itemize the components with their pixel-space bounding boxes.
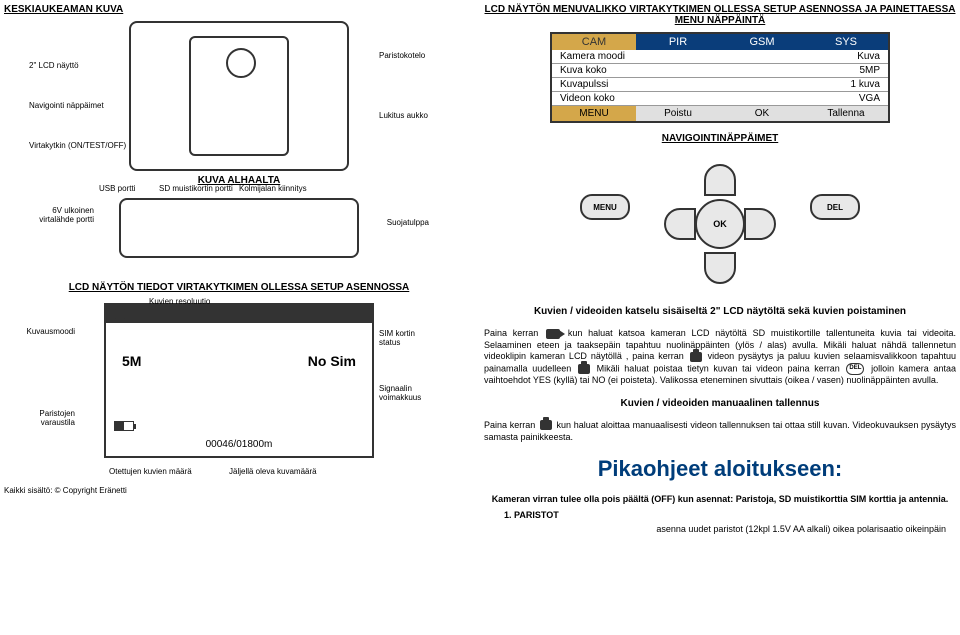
- label-remaining-count: Jäljellä oleva kuvamäärä: [229, 467, 317, 476]
- tab-gsm[interactable]: GSM: [720, 34, 804, 50]
- label-sd: SD muistikortin portti: [159, 184, 233, 193]
- heading-center-image: KESKIAUKEAMAN KUVA: [4, 4, 474, 15]
- label-battery-level: Paristojen varaustila: [19, 409, 75, 427]
- label-tripod: Kolmijalan kiinnitys: [239, 184, 307, 193]
- camera-icon: [690, 352, 702, 362]
- tab-cam[interactable]: CAM: [552, 34, 636, 50]
- lcd-info-diagram: 5M No Sim 00046/01800m Kuvausmoodi Kuvie…: [69, 299, 409, 462]
- play-icon: [546, 329, 560, 339]
- quickstart-warning: Kameran virran tulee olla pois päältä (O…: [484, 494, 956, 504]
- battery-icon: [114, 421, 134, 431]
- menu-row: Kuva koko5MP: [552, 64, 888, 78]
- heading-view-delete: Kuvien / videoiden katselu sisäiseltä 2"…: [484, 306, 956, 317]
- label-6v-port: 6V ulkoinen virtalähde portti: [39, 206, 94, 224]
- label-signal: Signaalin voimakkuus: [379, 384, 429, 402]
- step-1: 1. PARISTOT: [504, 510, 956, 520]
- info-resolution: 5M: [122, 353, 141, 369]
- menu-row: Videon kokoVGA: [552, 92, 888, 106]
- menu-row: Kuvapulssi1 kuva: [552, 78, 888, 92]
- label-cap: Suojatulppa: [387, 218, 429, 227]
- menu-footer-ok[interactable]: OK: [720, 106, 804, 121]
- ok-button[interactable]: OK: [695, 199, 745, 249]
- menu-footer-menu[interactable]: MENU: [552, 106, 636, 121]
- paragraph-view-delete: Paina kerran kun haluat katsoa kameran L…: [484, 328, 956, 387]
- label-power: Virtakytkin (ON/TEST/OFF): [29, 141, 126, 150]
- label-mode: Kuvausmoodi: [19, 327, 75, 336]
- arrow-down-button[interactable]: [704, 252, 736, 284]
- menu-screenshot: CAM PIR GSM SYS Kamera moodiKuva Kuva ko…: [550, 32, 890, 123]
- label-sim-status: SIM kortin status: [379, 329, 429, 347]
- camera-bottom-diagram: 6V ulkoinen virtalähde portti USB portti…: [89, 198, 389, 258]
- camera-icon: [540, 420, 552, 430]
- paragraph-manual-record: Paina kerran kun haluat aloittaa manuaal…: [484, 420, 956, 443]
- label-resolution: Kuvien resoluutio: [149, 297, 210, 306]
- camera-front-diagram: 2" LCD näyttö Navigointi näppäimet Virta…: [99, 21, 379, 171]
- step-1-text: asenna uudet paristot (12kpl 1.5V AA alk…: [484, 524, 946, 534]
- label-usb: USB portti: [99, 184, 135, 193]
- menu-footer-save[interactable]: Tallenna: [804, 106, 888, 121]
- heading-menu: LCD NÄYTÖN MENUVALIKKO VIRTAKYTKIMEN OLL…: [484, 4, 956, 26]
- copyright-text: Kaikki sisältö: © Copyright Eränetti: [4, 486, 474, 495]
- menu-button[interactable]: MENU: [580, 194, 630, 220]
- label-battery-compartment: Paristokotelo: [379, 51, 425, 60]
- camera-icon: [578, 364, 590, 374]
- heading-lcd-info: LCD NÄYTÖN TIEDOT VIRTAKYTKIMEN OLLESSA …: [4, 282, 474, 293]
- arrow-up-button[interactable]: [704, 164, 736, 196]
- label-taken-count: Otettujen kuvien määrä: [109, 467, 192, 476]
- label-lock: Lukitus aukko: [379, 111, 428, 120]
- label-nav: Navigointi näppäimet: [29, 101, 104, 110]
- tab-pir[interactable]: PIR: [636, 34, 720, 50]
- info-count: 00046/01800m: [206, 439, 273, 450]
- arrow-right-button[interactable]: [744, 208, 776, 240]
- tab-sys[interactable]: SYS: [804, 34, 888, 50]
- menu-footer-exit[interactable]: Poistu: [636, 106, 720, 121]
- heading-manual-record: Kuvien / videoiden manuaalinen tallennus: [484, 398, 956, 409]
- camera-icon: [114, 309, 126, 319]
- navigation-pad: MENU DEL OK: [580, 154, 860, 294]
- label-lcd: 2" LCD näyttö: [29, 61, 79, 70]
- arrow-left-button[interactable]: [664, 208, 696, 240]
- del-button[interactable]: DEL: [810, 194, 860, 220]
- quickstart-title: Pikaohjeet aloitukseen:: [484, 456, 956, 482]
- info-sim: No Sim: [308, 353, 356, 369]
- heading-navkeys: NAVIGOINTINÄPPÄIMET: [484, 133, 956, 144]
- del-icon: DEL: [846, 363, 864, 375]
- menu-row: Kamera moodiKuva: [552, 50, 888, 64]
